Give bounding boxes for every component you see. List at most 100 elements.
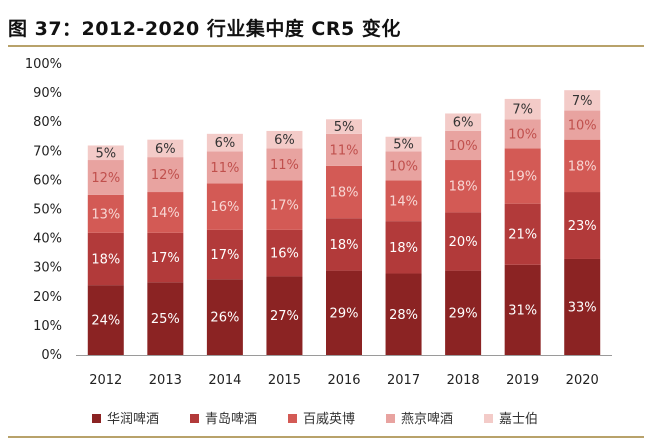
bar-segment — [87, 232, 124, 286]
bar-segment — [564, 110, 601, 140]
bar-data-label: 25% — [151, 312, 180, 327]
bar-data-label: 10% — [449, 139, 478, 154]
bar-data-label: 19% — [508, 170, 537, 185]
bar-segment — [266, 180, 303, 230]
bar-data-label: 6% — [155, 142, 176, 157]
bar-segment — [445, 270, 482, 355]
bar-data-label: 18% — [330, 238, 359, 253]
bar-segment — [564, 192, 601, 259]
bar-data-label: 18% — [91, 252, 120, 267]
bar-data-label: 5% — [95, 146, 116, 161]
y-tick-label: 20% — [33, 290, 62, 305]
bar-segment — [266, 148, 303, 181]
bar-data-label: 14% — [151, 206, 180, 221]
legend-swatch — [484, 414, 493, 423]
bottom-divider — [8, 436, 644, 438]
bar-data-label: 27% — [270, 309, 299, 324]
bar-segment — [504, 203, 541, 265]
x-tick-label: 2020 — [566, 373, 599, 388]
legend-label: 百威英博 — [303, 412, 355, 427]
bar-segment — [326, 133, 362, 166]
x-tick-label: 2017 — [387, 373, 420, 388]
bar-data-label: 10% — [508, 127, 537, 142]
bar-data-label: 21% — [508, 228, 537, 243]
bar-segment — [206, 183, 243, 230]
bar-data-label: 33% — [568, 300, 597, 315]
title-divider — [8, 45, 644, 47]
bar-data-label: 17% — [270, 199, 299, 214]
bar-segment — [147, 157, 184, 193]
bar-segment — [87, 285, 124, 355]
bar-segment — [326, 119, 362, 134]
y-tick-label: 0% — [41, 348, 62, 363]
bar-segment — [266, 229, 303, 277]
legend-swatch — [190, 414, 199, 423]
x-tick-label: 2013 — [149, 373, 182, 388]
bar-segment — [445, 113, 482, 131]
bar-segment — [385, 273, 422, 355]
bar-segment — [385, 180, 422, 222]
bar-data-label: 29% — [330, 306, 359, 321]
bar-data-label: 7% — [512, 103, 533, 118]
bar-segment — [206, 133, 243, 152]
bar-data-label: 13% — [91, 207, 120, 222]
bar-data-label: 18% — [330, 186, 359, 201]
bar-data-label: 17% — [151, 251, 180, 266]
bar-data-label: 17% — [210, 248, 239, 263]
legend-label: 燕京啤酒 — [401, 412, 453, 427]
legend-label: 嘉士伯 — [499, 412, 538, 427]
y-tick-label: 40% — [33, 232, 62, 247]
bar-segment — [147, 192, 184, 233]
legend-swatch — [92, 414, 101, 423]
bar-segment — [326, 270, 362, 355]
bar-data-label: 11% — [330, 143, 359, 158]
bar-data-label: 31% — [508, 303, 537, 318]
y-tick-label: 100% — [25, 57, 62, 72]
bar-data-label: 11% — [270, 158, 299, 173]
bar-segment — [445, 130, 482, 161]
bar-segment — [564, 258, 601, 355]
legend-label: 华润啤酒 — [107, 412, 159, 427]
bar-segment — [504, 264, 541, 355]
bar-segment — [147, 232, 184, 283]
bar-data-label: 20% — [449, 235, 478, 250]
bar-segment — [266, 130, 303, 149]
bar-segment — [445, 160, 482, 213]
x-tick-label: 2015 — [268, 373, 301, 388]
y-tick-label: 70% — [33, 144, 62, 159]
bar-segment — [206, 229, 243, 280]
bar-data-label: 10% — [389, 159, 418, 174]
x-tick-label: 2018 — [447, 373, 480, 388]
bar-segment — [87, 145, 124, 161]
y-tick-label: 60% — [33, 173, 62, 188]
bar-segment — [385, 221, 422, 274]
x-tick-label: 2019 — [506, 373, 539, 388]
bar-segment — [87, 160, 124, 195]
bar-segment — [206, 151, 243, 184]
bar-data-label: 10% — [568, 119, 597, 134]
bar-data-label: 14% — [389, 194, 418, 209]
bar-data-label: 12% — [91, 171, 120, 186]
x-tick-label: 2014 — [208, 373, 241, 388]
bar-data-label: 6% — [274, 133, 295, 148]
bar-segment — [504, 119, 541, 149]
y-tick-label: 50% — [33, 203, 62, 218]
bar-segment — [385, 151, 422, 181]
bar-data-label: 24% — [91, 314, 120, 329]
legend-swatch — [386, 414, 395, 423]
bar-segment — [326, 165, 362, 219]
bar-data-label: 11% — [210, 161, 239, 176]
bar-data-label: 5% — [334, 120, 355, 135]
bar-data-label: 23% — [568, 219, 597, 234]
y-tick-label: 10% — [33, 319, 62, 334]
bar-segment — [326, 218, 362, 271]
bar-data-label: 12% — [151, 168, 180, 183]
bar-data-label: 18% — [389, 241, 418, 256]
bar-data-label: 28% — [389, 308, 418, 323]
bar-data-label: 16% — [210, 200, 239, 215]
legend-label: 青岛啤酒 — [205, 411, 257, 427]
bar-data-label: 29% — [449, 306, 478, 321]
bar-segment — [266, 276, 303, 355]
bar-data-label: 6% — [215, 136, 236, 151]
